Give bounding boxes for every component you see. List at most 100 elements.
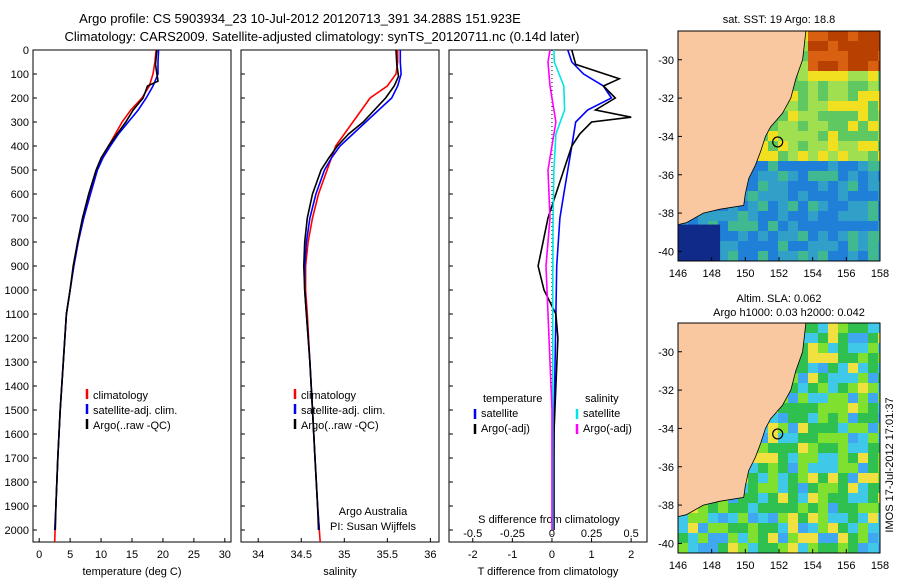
map-cell [818, 41, 828, 51]
map-cell [818, 181, 828, 191]
map-cell [698, 543, 708, 553]
x-tick-label: 25 [188, 549, 200, 561]
map-cell [858, 101, 868, 111]
map-cell [858, 333, 868, 343]
map-cell [798, 181, 808, 191]
map-cell [698, 513, 708, 523]
map-cell [788, 473, 798, 483]
map-cell [838, 413, 848, 423]
map-cell [778, 543, 788, 553]
map-cell [868, 483, 878, 493]
map-cell [818, 463, 828, 473]
map-cell [818, 101, 828, 111]
map-x-tick-label: 150 [736, 560, 754, 572]
map-cell [878, 503, 880, 513]
map-cell [808, 51, 818, 61]
map-cell [878, 221, 880, 231]
map-cell [828, 373, 838, 383]
map-cell [848, 181, 858, 191]
map-cell [838, 373, 848, 383]
map-cell [778, 171, 788, 181]
map-cell [878, 383, 880, 393]
map-cell [778, 251, 788, 261]
y-tick-label: 1700 [5, 453, 29, 465]
map-cell [808, 343, 818, 353]
map-cell [868, 383, 878, 393]
map-cell [868, 393, 878, 403]
map-cell [878, 423, 880, 433]
map-cell [808, 61, 818, 71]
map-cell [768, 221, 778, 231]
map-cell [828, 463, 838, 473]
y-tick-label: 600 [11, 189, 29, 201]
legend-label: Argo(..raw -QC) [301, 420, 379, 432]
map-cell [768, 171, 778, 181]
map-cell [788, 231, 798, 241]
map-cell [768, 131, 778, 141]
map-cell [698, 533, 708, 543]
map-cell [828, 141, 838, 151]
map-cell [868, 131, 878, 141]
map-y-tick-label: -40 [658, 538, 674, 550]
map-cell [798, 201, 808, 211]
map-y-tick-label: -30 [658, 347, 674, 359]
map-cell [788, 513, 798, 523]
map-cell [858, 533, 868, 543]
map-cell [748, 241, 758, 251]
map-cell [858, 423, 868, 433]
map-cell [858, 443, 868, 453]
map-cell [808, 91, 818, 101]
map-cell [698, 503, 708, 513]
map-cell [808, 161, 818, 171]
map-cell [788, 403, 798, 413]
map-cell [718, 241, 728, 251]
map-y-tick-label: -36 [658, 462, 674, 474]
map-cell [868, 141, 878, 151]
map-cell [738, 231, 748, 241]
map-cell [728, 543, 738, 553]
map-cell [818, 111, 828, 121]
map-cell [868, 61, 878, 71]
map-cell [788, 523, 798, 533]
map-cell [738, 201, 748, 211]
map-x-tick-label: 152 [770, 560, 788, 572]
map-cell [798, 151, 808, 161]
map-cell [828, 323, 838, 333]
x-tick-label: 10 [95, 549, 107, 561]
map-cell [718, 221, 728, 231]
map-cell [878, 201, 880, 211]
map-x-tick-label: 158 [871, 268, 889, 280]
map-cell [858, 211, 868, 221]
map-cell [798, 473, 808, 483]
map-cell [858, 51, 868, 61]
map-cell [798, 483, 808, 493]
legend-label: satellite [481, 408, 518, 420]
map-cell [778, 483, 788, 493]
map-cell [798, 161, 808, 171]
map-cell [788, 533, 798, 543]
map-y-tick-label: -38 [658, 500, 674, 512]
map-cell [828, 543, 838, 553]
map-cell [798, 393, 808, 403]
map-cell [878, 211, 880, 221]
map-cell [778, 221, 788, 231]
map-cell [858, 353, 868, 363]
map-cell [838, 91, 848, 101]
map-cell [758, 463, 768, 473]
x-tick-label: 15 [126, 549, 138, 561]
map-cell [768, 463, 778, 473]
map-cell [868, 323, 878, 333]
map-cell [848, 453, 858, 463]
map-cell [808, 353, 818, 363]
map-cell [838, 393, 848, 403]
map-cell [848, 403, 858, 413]
map-cell [858, 463, 868, 473]
map-cell [848, 201, 858, 211]
y-tick-label: 700 [11, 213, 29, 225]
map-cell [828, 121, 838, 131]
map-cell [818, 443, 828, 453]
map-cell [798, 121, 808, 131]
map-cell [878, 251, 880, 261]
map-cell [828, 533, 838, 543]
map-cell [788, 151, 798, 161]
